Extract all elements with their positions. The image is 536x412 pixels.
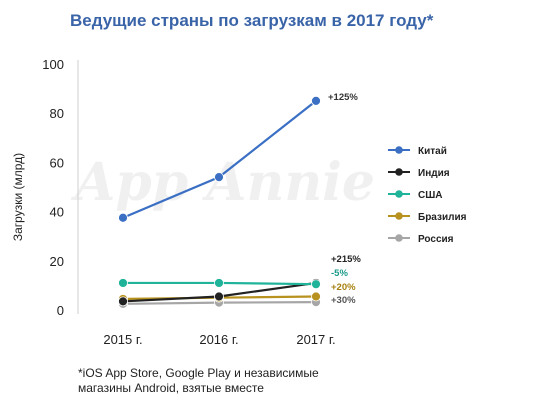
chart-legend: Китай Индия США Бразилия Россия xyxy=(388,146,467,245)
y-tick-label: 80 xyxy=(50,106,64,121)
series-сша xyxy=(118,278,321,290)
data-point xyxy=(214,291,224,302)
annotation-россия: +30% xyxy=(331,295,356,306)
x-tick-label: 2015 г. xyxy=(103,332,142,347)
chart-series xyxy=(118,96,321,309)
watermark: App Annie xyxy=(70,152,375,213)
data-point xyxy=(214,278,224,288)
chart-axes: 0 20 40 60 80 100 Загрузки (млрд) 2015 г. 2016 г… xyxy=(11,57,336,347)
y-tick-label: 0 xyxy=(57,303,64,318)
x-tick-label: 2017 г. xyxy=(296,332,335,347)
footnote-line-1: *iOS App Store, Google Play и независимы… xyxy=(78,366,319,380)
data-point xyxy=(311,291,321,302)
x-tick-label: 2016 г. xyxy=(199,332,238,347)
series-китай xyxy=(118,96,321,223)
annotation-бразилия: +20% xyxy=(331,282,356,293)
legend-marker xyxy=(395,234,403,242)
data-point xyxy=(311,279,321,290)
legend-item-россия: Россия xyxy=(388,234,454,245)
annotation-китай: +125% xyxy=(328,92,358,103)
footnote-line-2: магазины Android, взятые вместе xyxy=(78,381,264,395)
data-point xyxy=(118,296,128,307)
legend-label: Индия xyxy=(418,168,450,179)
legend-item-сша: США xyxy=(388,190,443,201)
y-axis-label: Загрузки (млрд) xyxy=(11,153,25,241)
legend-marker xyxy=(395,146,403,154)
data-point xyxy=(118,278,128,288)
legend-item-китай: Китай xyxy=(388,146,447,157)
y-tick-label: 100 xyxy=(42,57,64,72)
data-point xyxy=(311,96,321,106)
y-tick-label: 60 xyxy=(50,155,64,170)
chart-annotations: +125% +215% -5% +20% +30% xyxy=(328,92,361,306)
data-point xyxy=(214,172,224,183)
legend-label: Китай xyxy=(418,146,447,157)
legend-label: США xyxy=(418,190,443,201)
data-point xyxy=(118,212,128,223)
chart-title: Ведущие страны по загрузкам в 2017 году* xyxy=(70,11,434,30)
legend-item-индия: Индия xyxy=(388,168,450,179)
legend-marker xyxy=(395,190,403,198)
legend-marker xyxy=(395,168,403,176)
annotation-сша: -5% xyxy=(331,268,348,279)
watermark-text: App Annie xyxy=(70,152,375,213)
legend-item-бразилия: Бразилия xyxy=(388,212,467,223)
legend-marker xyxy=(395,212,403,220)
annotation-индия: +215% xyxy=(331,254,361,265)
y-tick-label: 20 xyxy=(50,254,64,269)
y-tick-label: 40 xyxy=(50,205,64,220)
legend-label: Бразилия xyxy=(418,212,467,223)
legend-label: Россия xyxy=(418,234,454,245)
footnote: *iOS App Store, Google Play и независимы… xyxy=(78,366,319,396)
